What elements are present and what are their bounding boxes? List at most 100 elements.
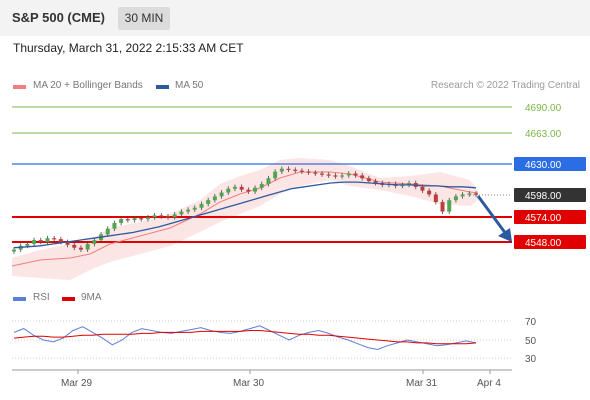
candle-body: [346, 173, 351, 176]
candle-body: [12, 249, 16, 252]
rsi-level-70-label: 70: [525, 317, 537, 328]
resistance-tag: [514, 157, 586, 171]
support-tag-4548: [514, 235, 586, 249]
last-price-tag: [514, 188, 586, 202]
candle-body: [266, 178, 271, 184]
candle-body: [159, 215, 164, 217]
x-label-apr4: Apr 4: [477, 378, 501, 389]
ma9-legend-label: 9MA: [81, 292, 102, 303]
last-price-tag-label: 4598.00: [525, 191, 562, 202]
rsi-legend-label: RSI: [33, 292, 50, 303]
rsi-ma9-line: [13, 330, 477, 345]
candle-body: [139, 218, 144, 220]
candle-body: [447, 200, 452, 212]
chart-header: S&P 500 (CME) 30 MIN: [0, 0, 590, 36]
candle-body: [186, 209, 191, 212]
support-tag-label-4574: 4574.00: [525, 213, 562, 224]
candle-body: [293, 169, 298, 171]
candle-body: [212, 196, 217, 201]
candle-body: [333, 175, 338, 177]
resistance-tag-label: 4630.00: [525, 160, 562, 171]
candle-body: [132, 218, 137, 221]
ma50-legend-swatch: [156, 85, 169, 89]
candle-body: [105, 228, 110, 235]
ma50-line: [13, 181, 477, 249]
candle-body: [313, 172, 318, 174]
candle-body: [65, 242, 70, 245]
candle-body: [112, 222, 117, 229]
candle-body: [45, 238, 50, 242]
candle-body: [145, 217, 150, 220]
candle-body: [232, 186, 237, 189]
candle-body: [125, 219, 130, 221]
candle-body: [286, 168, 291, 170]
x-label-mar29: Mar 29: [61, 378, 93, 389]
candle-body: [320, 173, 324, 175]
candle-body: [192, 207, 197, 210]
candle-body: [453, 196, 458, 201]
candle-body: [172, 214, 177, 218]
candle-body: [179, 211, 184, 215]
candle-body: [253, 187, 258, 192]
candle-body: [427, 190, 432, 195]
ma50-legend-label: MA 50: [175, 80, 204, 91]
candle-body: [353, 173, 358, 176]
candle-body: [226, 188, 231, 193]
forecast-arrow-icon: [476, 195, 508, 235]
candle-body: [119, 219, 124, 223]
candle-body: [259, 183, 264, 188]
ma20-legend-swatch: [13, 85, 26, 89]
candle-body: [152, 215, 157, 218]
rsi-level-50-label: 50: [525, 336, 537, 347]
candle-body: [239, 186, 244, 190]
candle-body: [440, 202, 445, 212]
candle-body: [246, 189, 251, 192]
candle-body: [25, 243, 30, 246]
ma9-legend-swatch: [62, 297, 75, 301]
x-label-mar31: Mar 31: [406, 378, 438, 389]
candle-body: [360, 175, 365, 179]
candle-body: [340, 175, 345, 177]
candle-body: [38, 240, 43, 242]
candle-body: [72, 244, 77, 248]
candle-body: [219, 192, 224, 197]
support-tag-label-4548: 4548.00: [525, 238, 562, 249]
ma20-legend-label: MA 20 + Bollinger Bands: [33, 80, 143, 91]
rsi-legend-swatch: [13, 297, 26, 301]
candle-body: [366, 178, 371, 182]
copyright-text: Research © 2022 Trading Central: [430, 80, 580, 91]
chart-datetime: Thursday, March 31, 2022 2:15:33 AM CET: [13, 41, 244, 55]
candle-body: [306, 171, 311, 173]
timeframe-badge[interactable]: 30 MIN: [118, 7, 170, 30]
x-label-mar30: Mar 30: [233, 378, 265, 389]
candle-body: [32, 240, 37, 244]
candle-body: [373, 181, 378, 184]
candle-body: [279, 168, 284, 172]
target-level-label-4663: 4663.00: [525, 129, 562, 140]
candle-body: [58, 239, 63, 242]
candle-body: [92, 240, 97, 244]
candle-body: [206, 200, 211, 204]
candle-body: [166, 216, 170, 218]
rsi-line: [13, 325, 477, 351]
target-level-label-4690: 4690.00: [525, 103, 562, 114]
candle-body: [433, 194, 438, 203]
candle-body: [407, 183, 412, 185]
support-tag-4574: [514, 210, 586, 224]
candle-body: [199, 203, 204, 208]
candle-body: [85, 243, 90, 250]
candle-body: [460, 194, 465, 197]
bollinger-band-area: [12, 158, 478, 280]
candle-body: [474, 193, 478, 195]
candle-body: [467, 193, 472, 195]
candle-body: [273, 171, 278, 179]
rsi-level-30-label: 30: [525, 354, 537, 365]
candle-body: [326, 174, 331, 176]
forecast-arrowhead-icon: [498, 228, 512, 242]
candle-body: [420, 186, 425, 191]
candle-body: [299, 170, 304, 172]
candle-body: [78, 247, 83, 250]
instrument-title: S&P 500 (CME): [12, 10, 105, 25]
candle-body: [52, 238, 57, 240]
